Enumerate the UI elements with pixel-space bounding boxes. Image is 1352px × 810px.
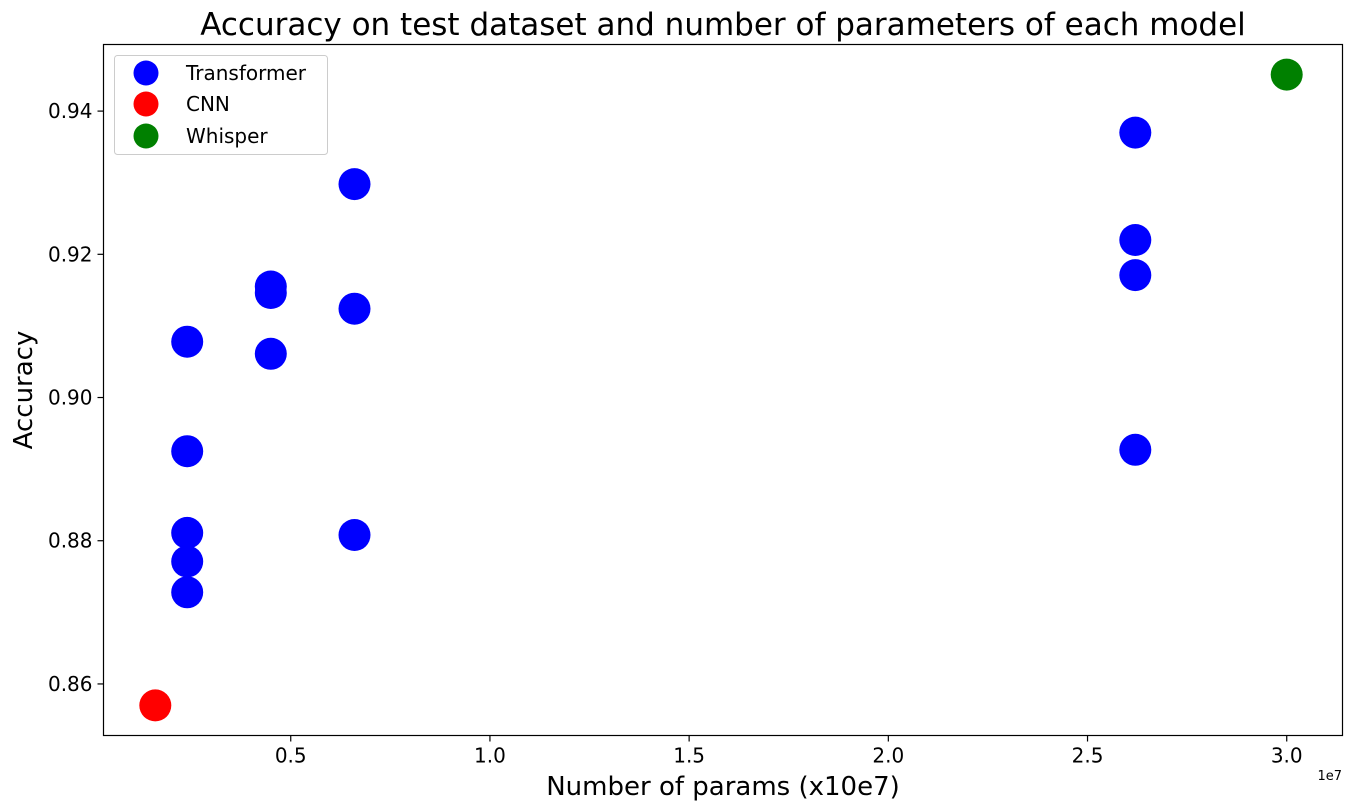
point-transformer-3: [171, 545, 204, 578]
x-tick-label: 1.0: [474, 744, 506, 768]
point-transformer-11: [1119, 116, 1152, 149]
point-transformer-8: [338, 168, 371, 201]
x-axis-offset-label: 1e7: [1317, 769, 1342, 784]
x-tick-label: 3.0: [1271, 744, 1303, 768]
point-transformer-4: [171, 576, 204, 609]
chart-title: Accuracy on test dataset and number of p…: [200, 7, 1246, 43]
legend-box: [114, 55, 328, 155]
legend-marker-transformer: [133, 60, 159, 86]
points-layer: [139, 58, 1303, 722]
point-cnn-0: [139, 689, 172, 722]
x-tick-label: 2.5: [1072, 744, 1104, 768]
legend: Transformer CNN Whisper: [114, 55, 328, 155]
y-tick-label: 0.92: [48, 242, 93, 266]
point-transformer-7: [254, 337, 287, 370]
point-transformer-14: [1119, 433, 1152, 466]
x-tick-label: 0.5: [275, 744, 307, 768]
point-transformer-9: [338, 292, 371, 325]
legend-marker-cnn: [133, 91, 159, 117]
point-transformer-12: [1119, 224, 1152, 256]
plot-frame: [102, 43, 1344, 737]
legend-marker-whisper: [133, 123, 159, 149]
y-tick-label: 0.94: [48, 99, 93, 123]
y-tick-label: 0.86: [48, 672, 93, 696]
y-axis: 0.86 0.88 0.90 0.92 0.94: [48, 99, 104, 696]
legend-label-whisper: Whisper: [186, 124, 268, 148]
y-axis-label: Accuracy: [9, 331, 39, 450]
x-axis-label: Number of params (x10e7): [546, 772, 900, 802]
legend-label-cnn: CNN: [186, 92, 230, 116]
x-axis: 0.5 1.0 1.5 2.0 2.5 3.0: [275, 735, 1303, 768]
y-tick-label: 0.88: [48, 529, 93, 553]
point-transformer-0: [171, 325, 204, 358]
point-transformer-1: [171, 435, 204, 468]
point-transformer-13: [1119, 259, 1152, 292]
y-tick-label: 0.90: [48, 386, 93, 410]
x-tick-label: 1.5: [673, 744, 705, 768]
point-transformer-2: [171, 516, 204, 549]
legend-label-transformer: Transformer: [185, 61, 307, 85]
point-transformer-10: [338, 519, 371, 551]
x-tick-label: 2.0: [872, 744, 904, 768]
point-whisper-0: [1270, 58, 1303, 91]
point-transformer-6: [254, 277, 287, 309]
